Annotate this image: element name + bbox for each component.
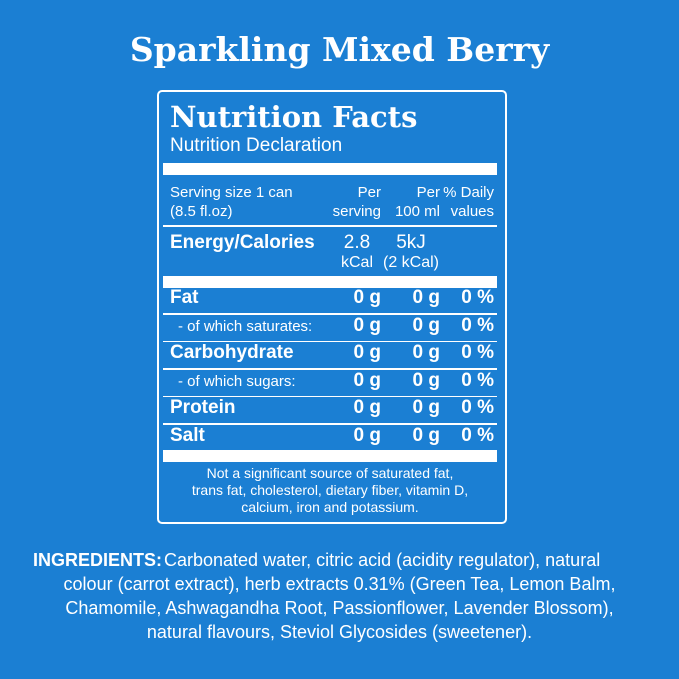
- column-header: 100 ml: [394, 203, 440, 220]
- row-value: 0 g: [353, 314, 381, 336]
- footnote: trans fat, cholesterol, dietary fiber, v…: [191, 482, 469, 498]
- row-value: 0 g: [412, 287, 440, 308]
- ingredients-text: colour (carrot extract), herb extracts 0…: [63, 574, 616, 594]
- ingredients-text: Chamomile, Ashwagandha Root, Passionflow…: [65, 598, 614, 618]
- row-value: 0 g: [412, 424, 440, 446]
- ingredients-label: INGREDIENTS:: [33, 550, 163, 570]
- column-header: Serving size 1 can: [170, 184, 293, 201]
- row-value: 0 g: [353, 397, 381, 418]
- ingredients-text: Carbonated water, citric acid (acidity r…: [164, 550, 601, 570]
- row-value: 0 g: [412, 314, 440, 336]
- thick-bar: [163, 450, 497, 462]
- energy-value: 5kJ: [396, 232, 426, 253]
- row-name: Carbohydrate: [170, 342, 294, 363]
- column-header: values: [450, 203, 494, 220]
- separator: [163, 340, 497, 342]
- separator: [163, 225, 497, 227]
- heading: Nutrition Facts: [170, 100, 418, 134]
- row-value: 0 g: [353, 424, 381, 446]
- footnote: Not a significant source of saturated fa…: [206, 465, 454, 481]
- row-value: 0 g: [412, 369, 440, 391]
- column-header: Per: [357, 184, 381, 201]
- row-name: Salt: [170, 424, 205, 446]
- footnote: calcium, iron and potassium.: [241, 499, 419, 515]
- column-header: serving: [332, 203, 381, 220]
- separator: [163, 313, 497, 315]
- separator: [163, 423, 497, 425]
- energy-value: 2.8: [343, 232, 371, 253]
- product-title: Sparkling Mixed Berry: [129, 30, 550, 69]
- row-value: 0 %: [461, 314, 494, 336]
- row-value: 0 g: [412, 397, 440, 418]
- column-header: % Daily: [443, 184, 494, 201]
- row-name: Fat: [170, 287, 199, 308]
- row-value: 0 g: [353, 342, 381, 363]
- row-value: 0 g: [353, 369, 381, 391]
- row-value: 0 g: [412, 342, 440, 363]
- separator: [163, 395, 497, 397]
- row-value: 0 %: [461, 287, 494, 308]
- row-value: 0 %: [461, 397, 494, 418]
- subheading: Nutrition Declaration: [170, 135, 343, 156]
- energy-value: kCal: [340, 254, 373, 271]
- row-value: 0 %: [461, 342, 494, 363]
- ingredients-text: natural flavours, Steviol Glycosides (sw…: [146, 622, 533, 642]
- separator: [163, 368, 497, 370]
- row-value: 0 %: [461, 424, 494, 446]
- thick-bar: [163, 276, 497, 288]
- row-value: 0 g: [353, 287, 381, 308]
- row-value: 0 %: [461, 369, 494, 391]
- nutrition-box: [157, 90, 507, 524]
- thick-bar: [163, 163, 497, 175]
- row-name: - of which sugars:: [178, 372, 296, 390]
- column-header: Per: [416, 184, 440, 201]
- column-header: (8.5 fl.oz): [170, 203, 233, 220]
- energy-value: (2 kCal): [382, 254, 439, 271]
- row-name: - of which saturates:: [178, 317, 313, 335]
- row-name: Protein: [170, 397, 236, 418]
- row-name: Energy/Calories: [170, 232, 315, 253]
